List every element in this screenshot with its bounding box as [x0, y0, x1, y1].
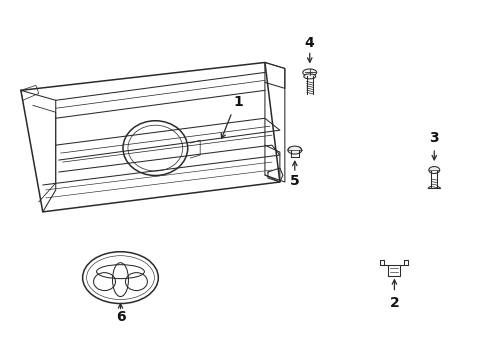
Text: 3: 3	[429, 131, 439, 145]
Text: 4: 4	[305, 36, 315, 50]
Text: 2: 2	[390, 296, 399, 310]
Text: 1: 1	[233, 95, 243, 109]
Text: 6: 6	[116, 310, 125, 324]
Ellipse shape	[304, 74, 316, 79]
Ellipse shape	[288, 146, 302, 154]
Ellipse shape	[303, 69, 317, 76]
Ellipse shape	[429, 167, 440, 174]
Text: 5: 5	[290, 174, 300, 188]
